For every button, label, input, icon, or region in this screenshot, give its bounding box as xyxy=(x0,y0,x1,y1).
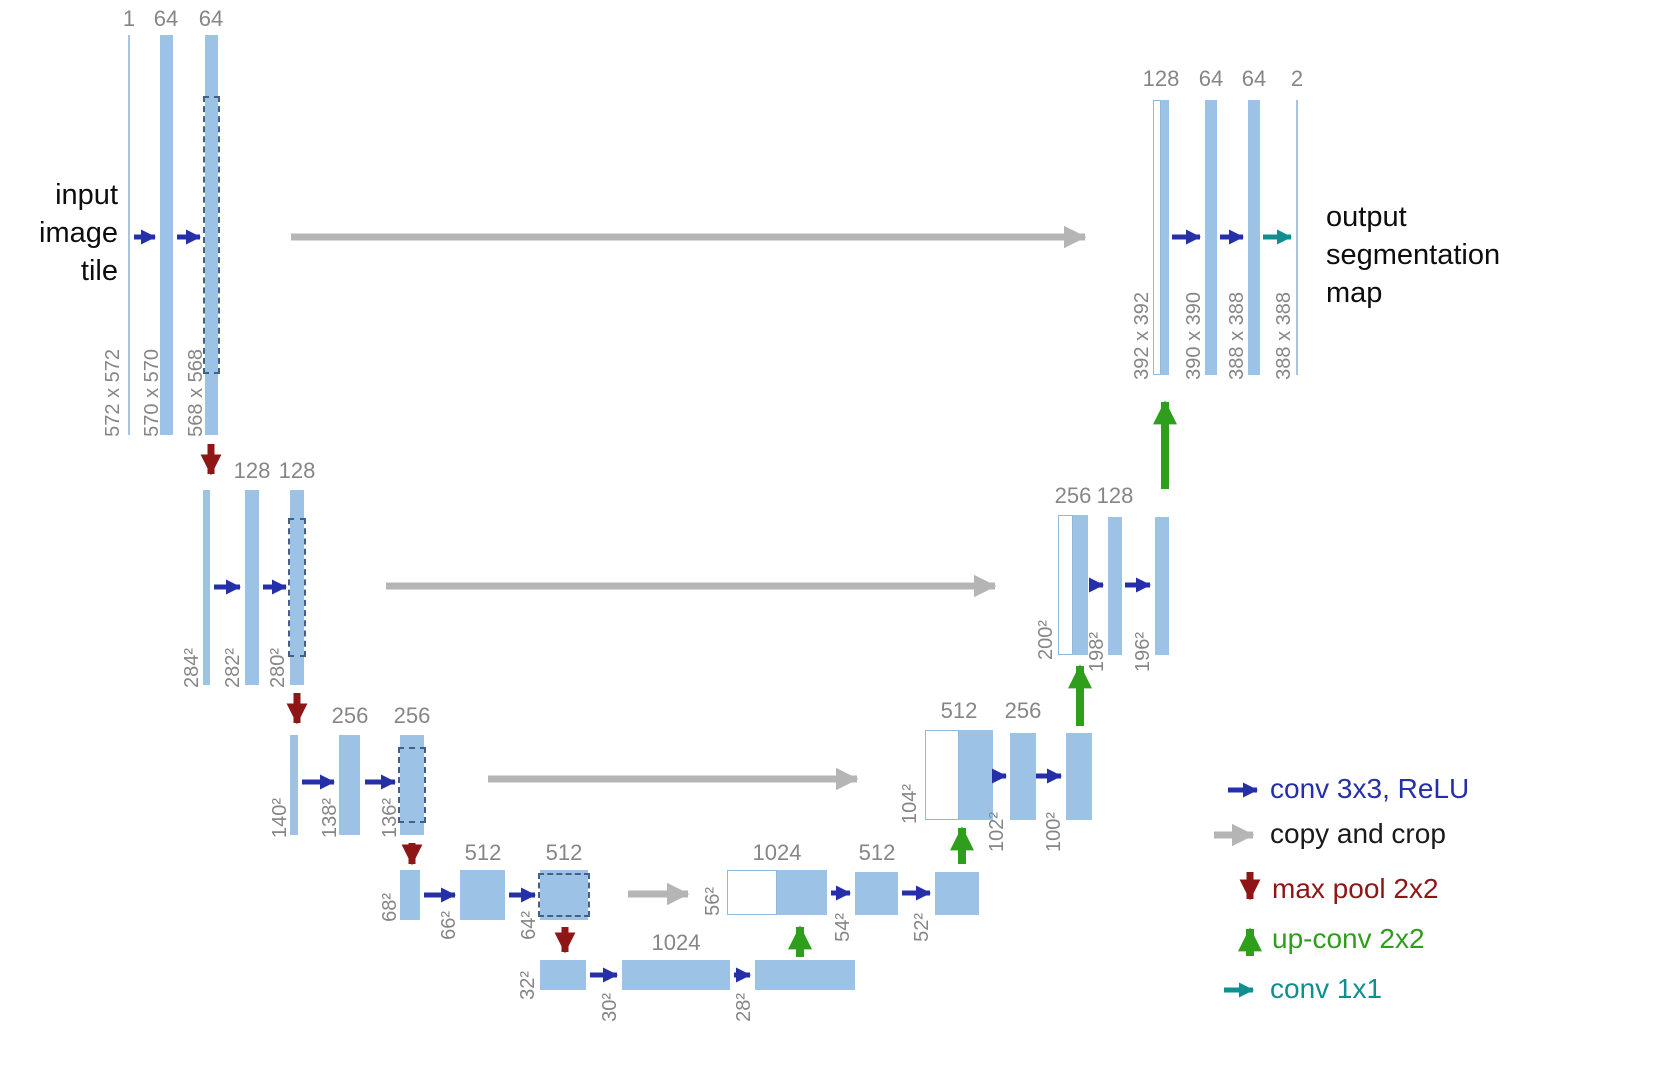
enc1-conv1-block xyxy=(160,35,173,435)
dim-label: 388 x 388 xyxy=(1273,292,1295,380)
dec4-conv1-block xyxy=(855,872,898,915)
channel-label: 64 xyxy=(153,6,179,31)
channel-label: 512 xyxy=(940,698,978,723)
dec3-conv2-block xyxy=(1066,733,1092,820)
dec3-conv1-block xyxy=(1010,733,1036,820)
channel-label: 256 xyxy=(1054,483,1092,508)
channel-label: 128 xyxy=(1142,66,1180,91)
dim-label: 66² xyxy=(438,911,460,940)
dim-label: 570 x 570 xyxy=(141,349,163,437)
output-segmentation-map-label: output segmentation map xyxy=(1326,198,1626,312)
enc4-conv1-block xyxy=(460,870,505,920)
enc3-conv1-block xyxy=(339,735,360,835)
dim-label: 280² xyxy=(267,647,289,688)
legend-copy-crop-label: copy and crop xyxy=(1270,818,1446,849)
dim-label: 390 x 390 xyxy=(1183,292,1205,380)
enc4-pool-block xyxy=(400,870,420,920)
enc1-crop-region xyxy=(203,96,220,374)
dec2-conv2-block xyxy=(1155,517,1169,655)
dim-label: 68² xyxy=(379,893,401,922)
dim-label: 64² xyxy=(518,911,540,940)
input-label-line: input xyxy=(55,179,118,211)
dim-label: 196² xyxy=(1132,631,1154,672)
enc2-pool-block xyxy=(203,490,210,685)
dec2-conv1-block xyxy=(1108,517,1122,655)
dec2-copied-features-block xyxy=(1058,515,1073,655)
legend-up-conv-label: up-conv 2x2 xyxy=(1272,923,1425,954)
dim-label: 52² xyxy=(911,913,933,942)
enc4-conv2-block xyxy=(540,870,588,920)
enc2-conv1-block xyxy=(245,490,259,685)
dim-label: 388 x 388 xyxy=(1226,292,1248,380)
channel-label: 256 xyxy=(393,703,431,728)
legend-conv3x3-label: conv 3x3, ReLU xyxy=(1270,773,1470,804)
dim-label: 32² xyxy=(517,971,539,1000)
dim-label: 102² xyxy=(986,811,1008,852)
dec2-upconv-block xyxy=(1073,515,1088,655)
channel-label: 1 xyxy=(122,6,136,31)
dim-label: 28² xyxy=(733,993,755,1022)
dim-label: 56² xyxy=(702,887,724,916)
dim-label: 140² xyxy=(269,797,291,838)
bottleneck-pool-block xyxy=(540,960,586,990)
legend-max-pool-label: max pool 2x2 xyxy=(1272,873,1439,904)
dec4-upconv-block xyxy=(777,870,827,915)
enc3-crop-region xyxy=(398,747,426,823)
legend-conv1x1-label: conv 1x1 xyxy=(1270,973,1383,1004)
channel-label: 128 xyxy=(1096,483,1134,508)
channel-label: 256 xyxy=(331,703,369,728)
dec1-conv1-block xyxy=(1205,100,1217,375)
input-label-line: image xyxy=(39,217,118,249)
dim-label: 30² xyxy=(599,993,621,1022)
channel-label: 512 xyxy=(545,840,583,865)
dec3-upconv-block xyxy=(959,730,993,820)
dim-label: 100² xyxy=(1043,811,1065,852)
input-channel-line xyxy=(128,35,130,435)
bottleneck-conv1-block xyxy=(622,960,730,990)
channel-label: 64 xyxy=(1241,66,1267,91)
dec1-upconv-block xyxy=(1161,100,1169,375)
dim-label: 282² xyxy=(222,647,244,688)
output-label-line: segmentation xyxy=(1326,239,1501,271)
dim-label: 136² xyxy=(379,797,401,838)
dec4-copied-features-block xyxy=(727,870,777,915)
enc4-crop-region xyxy=(538,873,590,917)
dim-label: 284² xyxy=(181,647,203,688)
dim-label: 104² xyxy=(899,783,921,824)
enc3-pool-block xyxy=(290,735,298,835)
dim-label: 198² xyxy=(1086,631,1108,672)
channel-label: 64 xyxy=(198,6,224,31)
channel-label: 512 xyxy=(858,840,896,865)
channel-label: 512 xyxy=(464,840,502,865)
output-label-line: map xyxy=(1326,277,1383,309)
input-label-line: tile xyxy=(80,255,118,287)
channel-label: 1024 xyxy=(752,840,802,865)
dim-label: 392 x 392 xyxy=(1131,292,1153,380)
enc3-conv2-block xyxy=(400,735,424,835)
dec1-conv2-block xyxy=(1248,100,1260,375)
channel-label: 1024 xyxy=(651,930,701,955)
enc2-crop-region xyxy=(288,518,306,657)
enc2-conv2-block xyxy=(290,490,304,685)
bottleneck-conv2-block xyxy=(755,960,855,990)
dec3-copied-features-block xyxy=(925,730,959,820)
input-image-tile-label: input image tile xyxy=(20,176,118,290)
channel-label: 2 xyxy=(1290,66,1304,91)
enc1-conv2-block xyxy=(205,35,218,435)
output-channel-line xyxy=(1296,100,1298,375)
channel-label: 128 xyxy=(233,458,271,483)
dec1-copied-features-block xyxy=(1153,100,1161,375)
channel-label: 256 xyxy=(1004,698,1042,723)
dim-label: 572 x 572 xyxy=(102,349,124,437)
dim-label: 568 x 568 xyxy=(185,349,207,437)
dec4-conv2-block xyxy=(935,872,979,915)
channel-label: 128 xyxy=(278,458,316,483)
dim-label: 138² xyxy=(319,797,341,838)
dim-label: 54² xyxy=(832,913,854,942)
output-label-line: output xyxy=(1326,201,1407,233)
dim-label: 200² xyxy=(1035,619,1057,660)
channel-label: 64 xyxy=(1198,66,1224,91)
